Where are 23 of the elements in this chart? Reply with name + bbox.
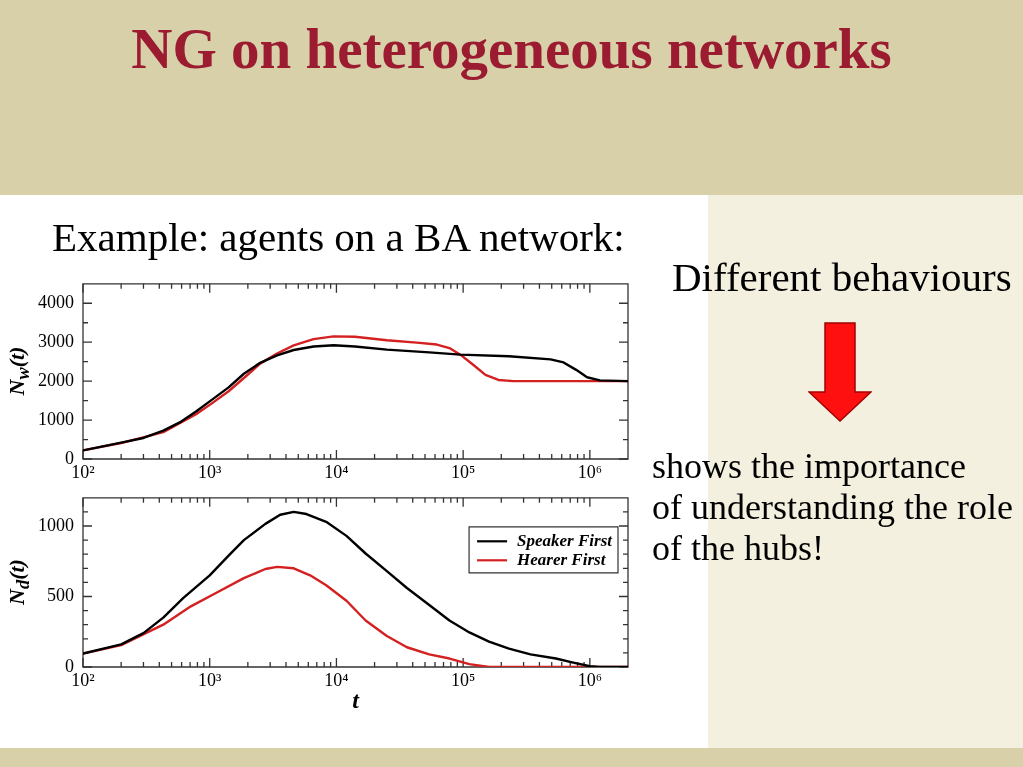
chart-subtitle: Example: agents on a BA network:	[52, 213, 625, 261]
x-tick-label: 10³	[198, 461, 223, 482]
legend-label: Hearer First	[516, 549, 607, 569]
y-tick-label: 2000	[38, 369, 74, 390]
x-tick-label: 10⁴	[324, 461, 349, 482]
x-tick-label: 10⁶	[577, 461, 602, 482]
x-tick-label: 10⁴	[324, 669, 349, 690]
y-tick-label: 0	[65, 655, 74, 676]
y-tick-label: 500	[47, 585, 74, 606]
x-tick-label: 10⁵	[451, 461, 476, 482]
y-tick-label: 4000	[38, 292, 74, 312]
x-tick-label: 10³	[198, 669, 223, 690]
x-tick-label: 10⁶	[577, 669, 602, 690]
y-tick-label: 1000	[38, 408, 74, 429]
legend-label: Speaker First	[517, 530, 614, 550]
text: shows the importance of understanding the role of the hubs!	[652, 446, 1013, 569]
x-axis-title: t	[352, 686, 361, 713]
y-tick-label: 3000	[38, 330, 74, 351]
y-tick-label: 0	[65, 447, 74, 468]
chart-title: NG on heterogeneous networks	[130, 16, 893, 82]
x-tick-label: 10⁵	[451, 669, 476, 690]
y-tick-label: 1000	[38, 514, 74, 535]
text: Different behaviours	[672, 253, 1012, 301]
